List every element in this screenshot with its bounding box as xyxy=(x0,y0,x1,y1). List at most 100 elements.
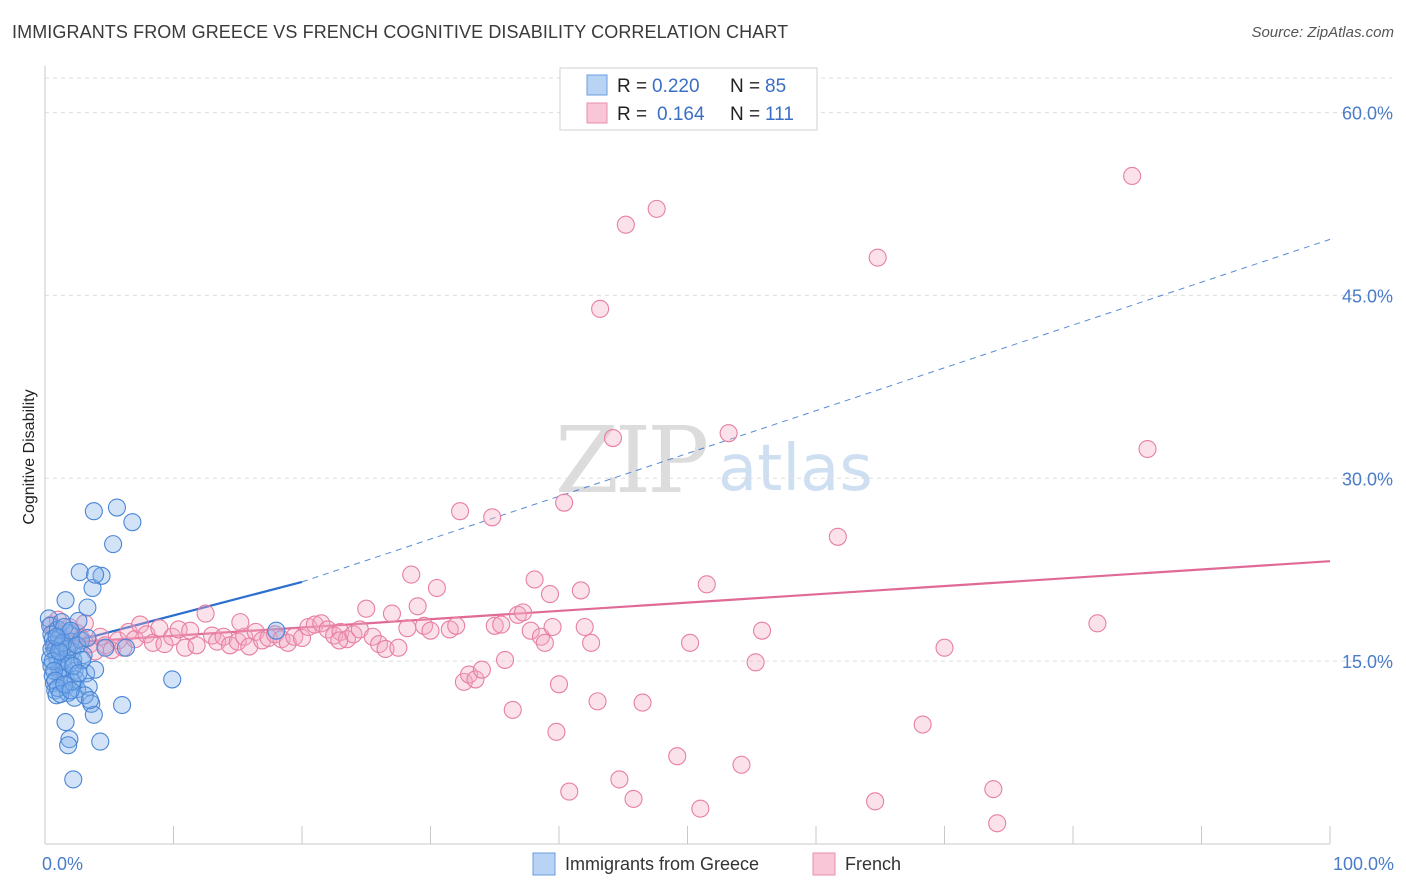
point-french xyxy=(746,653,765,672)
point-french xyxy=(633,693,652,712)
point-greece xyxy=(60,730,79,749)
point-greece xyxy=(69,664,88,683)
point-french xyxy=(988,814,1007,833)
point-french xyxy=(719,424,738,443)
point-french xyxy=(363,627,382,646)
point-french xyxy=(560,782,579,801)
point-french xyxy=(292,628,312,648)
point-french xyxy=(681,633,700,652)
point-greece xyxy=(47,627,66,646)
point-greece xyxy=(56,591,75,610)
point-french xyxy=(389,638,408,657)
point-french xyxy=(398,619,417,638)
point-french xyxy=(483,508,502,527)
bottom-legend: Immigrants from Greece French xyxy=(532,852,901,876)
point-french xyxy=(357,599,376,618)
point-french xyxy=(503,700,522,719)
watermark-atlas: atlas xyxy=(718,432,873,506)
watermark: ZIP atlas xyxy=(555,407,873,514)
point-french xyxy=(575,617,594,637)
point-greece xyxy=(70,563,89,582)
point-french xyxy=(543,617,562,637)
legend-swatch-french xyxy=(586,102,608,124)
point-greece xyxy=(116,638,136,657)
point-french xyxy=(421,621,440,640)
source-label: Source: ZipAtlas.com xyxy=(1251,24,1394,41)
point-french xyxy=(521,621,540,640)
x-tick-label-max: 100.0% xyxy=(1333,854,1394,874)
grid-lines xyxy=(45,77,1392,662)
point-french xyxy=(376,639,395,659)
legend-n-label-1: N = xyxy=(730,76,760,97)
point-french xyxy=(447,616,466,635)
point-french xyxy=(131,615,150,634)
point-french xyxy=(591,299,610,318)
point-greece xyxy=(267,621,286,640)
point-french xyxy=(984,780,1003,799)
point-french xyxy=(647,199,666,218)
point-french xyxy=(163,627,182,646)
point-greece xyxy=(107,498,127,517)
point-greece xyxy=(123,513,142,532)
point-french xyxy=(508,605,527,624)
point-greece xyxy=(84,705,103,724)
bottom-legend-swatch-french xyxy=(812,852,836,876)
point-french xyxy=(495,650,515,669)
bottom-legend-label-french: French xyxy=(845,854,901,874)
legend-r-label-2: R = xyxy=(617,104,647,125)
point-french xyxy=(492,615,511,634)
point-french xyxy=(1123,166,1142,186)
point-greece xyxy=(96,638,115,657)
point-french xyxy=(697,575,716,594)
point-greece xyxy=(46,671,65,690)
y-tick-label: 45.0% xyxy=(1342,286,1393,306)
point-french xyxy=(555,493,574,512)
point-french xyxy=(603,429,623,448)
point-greece xyxy=(84,502,103,521)
point-greece xyxy=(43,652,62,671)
legend-r-value-1: 0.220 xyxy=(652,76,700,97)
legend-swatch-greece xyxy=(586,74,608,96)
point-greece xyxy=(61,681,80,700)
point-french xyxy=(535,633,554,652)
trend-lines xyxy=(44,238,1331,651)
legend-n-value-1: 85 xyxy=(765,76,786,97)
y-tick-label: 15.0% xyxy=(1342,652,1393,672)
point-french xyxy=(427,578,446,598)
legend-r-value-2: 0.164 xyxy=(657,104,705,125)
x-tick-labels: 0.0% 100.0% xyxy=(42,854,1394,874)
point-french xyxy=(513,603,533,622)
y-axis-title: Cognitive Disability xyxy=(21,389,38,524)
point-greece xyxy=(59,736,78,755)
point-greece xyxy=(86,565,105,584)
point-greece xyxy=(113,695,132,715)
point-french xyxy=(176,638,195,657)
point-french xyxy=(624,789,643,808)
point-french xyxy=(235,627,254,646)
point-french xyxy=(1138,439,1157,459)
point-french xyxy=(549,675,569,694)
point-greece xyxy=(50,642,69,661)
point-french xyxy=(616,215,635,234)
trend-line-greece xyxy=(44,580,303,651)
point-greece xyxy=(163,670,182,689)
point-french xyxy=(828,527,847,546)
point-french xyxy=(196,604,215,623)
point-french xyxy=(691,799,710,818)
point-french xyxy=(1088,614,1107,633)
point-french xyxy=(155,635,174,654)
point-french xyxy=(540,585,560,604)
point-french xyxy=(732,755,751,774)
point-french xyxy=(866,792,885,811)
x-tick-label-min: 0.0% xyxy=(42,854,83,874)
y-tick-label: 60.0% xyxy=(1342,104,1393,124)
point-french xyxy=(610,770,629,789)
point-greece xyxy=(51,685,70,704)
legend-box: R = 0.220 N = 85 R = 0.164 N = 111 xyxy=(559,67,818,131)
point-french xyxy=(547,722,566,741)
data-points xyxy=(39,166,1157,833)
bottom-legend-swatch-greece xyxy=(532,852,556,876)
point-greece xyxy=(56,713,75,732)
point-french xyxy=(187,636,206,655)
